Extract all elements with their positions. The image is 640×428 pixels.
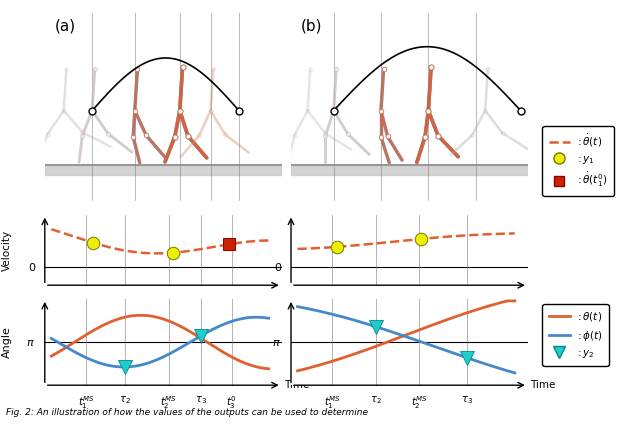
Text: $\tau_2$: $\tau_2$ (119, 394, 131, 406)
Bar (291, 165, 528, 175)
Text: $t_3^0$: $t_3^0$ (227, 394, 237, 410)
Text: $t_2^{MS}$: $t_2^{MS}$ (411, 394, 428, 410)
Text: $\tau_3$: $\tau_3$ (195, 394, 207, 406)
Text: Time: Time (284, 380, 309, 390)
Y-axis label: Angle: Angle (2, 326, 12, 358)
Text: Fig. 2: An illustration of how the values of the outputs can be used to determin: Fig. 2: An illustration of how the value… (6, 408, 369, 417)
Text: (b): (b) (300, 18, 322, 33)
Text: $\tau_2$: $\tau_2$ (370, 394, 381, 406)
Legend: $: \dot{\theta}(t)$, $: y_1$, $: \dot{\theta}(t_1^0)$: $: \dot{\theta}(t)$, $: y_1$, $: \dot{\t… (543, 126, 614, 196)
Bar (45, 165, 282, 175)
Legend: $: \theta(t)$, $: \phi(t)$, $: y_2$: $: \theta(t)$, $: \phi(t)$, $: y_2$ (543, 304, 609, 366)
Text: $t_1^{MS}$: $t_1^{MS}$ (77, 394, 95, 410)
Text: $\tau_3$: $\tau_3$ (461, 394, 473, 406)
Text: $t_1^{MS}$: $t_1^{MS}$ (324, 394, 340, 410)
Text: (a): (a) (54, 18, 76, 33)
Text: Time: Time (530, 380, 556, 390)
Y-axis label: Angular
Velocity: Angular Velocity (0, 229, 12, 270)
Text: $t_2^{MS}$: $t_2^{MS}$ (160, 394, 177, 410)
